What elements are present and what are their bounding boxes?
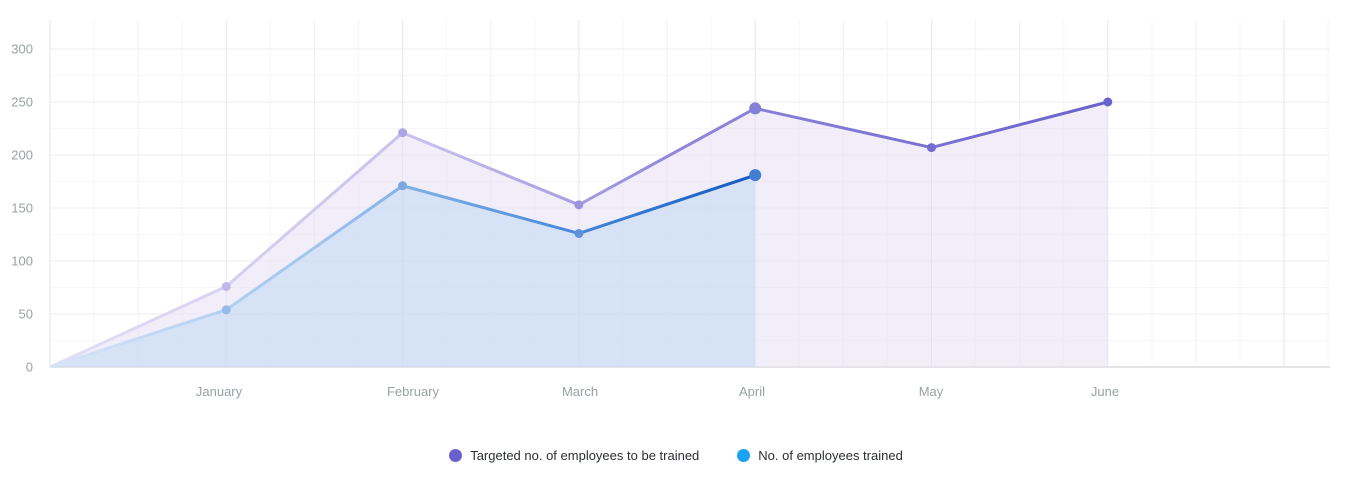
data-point[interactable]: [749, 169, 762, 182]
x-tick-label: January: [196, 384, 243, 399]
y-tick-label: 50: [19, 307, 33, 322]
legend-item-trained[interactable]: No. of employees trained: [737, 448, 903, 463]
y-tick-label: 250: [11, 95, 33, 110]
legend-label-targeted: Targeted no. of employees to be trained: [470, 447, 700, 463]
data-point[interactable]: [574, 200, 584, 210]
y-tick-label: 200: [11, 148, 33, 163]
x-tick-label: June: [1091, 384, 1119, 399]
y-tick-label: 300: [11, 42, 33, 57]
data-point[interactable]: [398, 181, 408, 191]
y-tick-label: 100: [11, 254, 33, 269]
legend-swatch-trained-icon: [737, 448, 751, 462]
x-tick-label: February: [387, 384, 440, 399]
data-point[interactable]: [221, 305, 231, 315]
x-tick-label: April: [739, 384, 765, 399]
data-point[interactable]: [1103, 97, 1113, 107]
legend: Targeted no. of employees to be trained …: [0, 444, 1352, 466]
legend-swatch-targeted-icon: [449, 448, 463, 462]
x-axis-ticks: January February March April May June: [196, 384, 1119, 399]
y-tick-label: 150: [11, 201, 33, 216]
data-point[interactable]: [749, 102, 762, 115]
area-1: [50, 175, 756, 367]
legend-label-trained: No. of employees trained: [758, 447, 903, 463]
data-point[interactable]: [398, 128, 408, 138]
legend-item-targeted[interactable]: Targeted no. of employees to be trained: [449, 448, 699, 463]
x-tick-label: May: [919, 384, 944, 399]
data-point[interactable]: [221, 281, 231, 291]
y-tick-label: 0: [26, 360, 33, 375]
data-point[interactable]: [574, 228, 584, 238]
y-axis-ticks: 0 50 100 150 200 250 300: [11, 42, 33, 375]
x-tick-label: March: [562, 384, 598, 399]
series-points: [221, 97, 1113, 315]
data-point[interactable]: [927, 143, 936, 153]
